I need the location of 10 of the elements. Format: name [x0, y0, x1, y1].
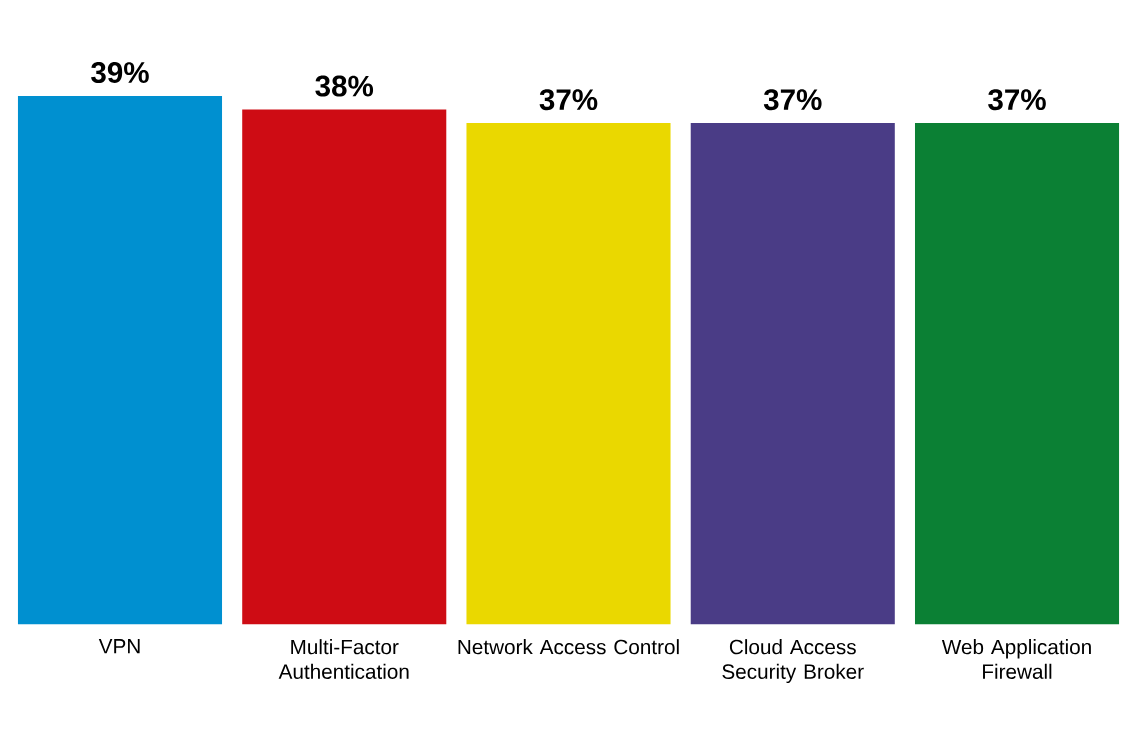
data-label: 37%	[539, 89, 598, 111]
data-label: 39%	[91, 62, 149, 84]
x-tick-label: Web Application Firewall	[941, 639, 1091, 680]
data-label: 37%	[988, 89, 1046, 111]
x-tick-label: VPN	[98, 639, 140, 654]
data-label: 37%	[763, 89, 822, 111]
x-tick-label: Cloud Access Security Broker	[722, 639, 864, 684]
x-tick-label: Multi-Factor Authentication	[278, 639, 409, 680]
x-tick-label: Network Access Control	[458, 639, 679, 655]
data-label: 38%	[315, 75, 374, 97]
